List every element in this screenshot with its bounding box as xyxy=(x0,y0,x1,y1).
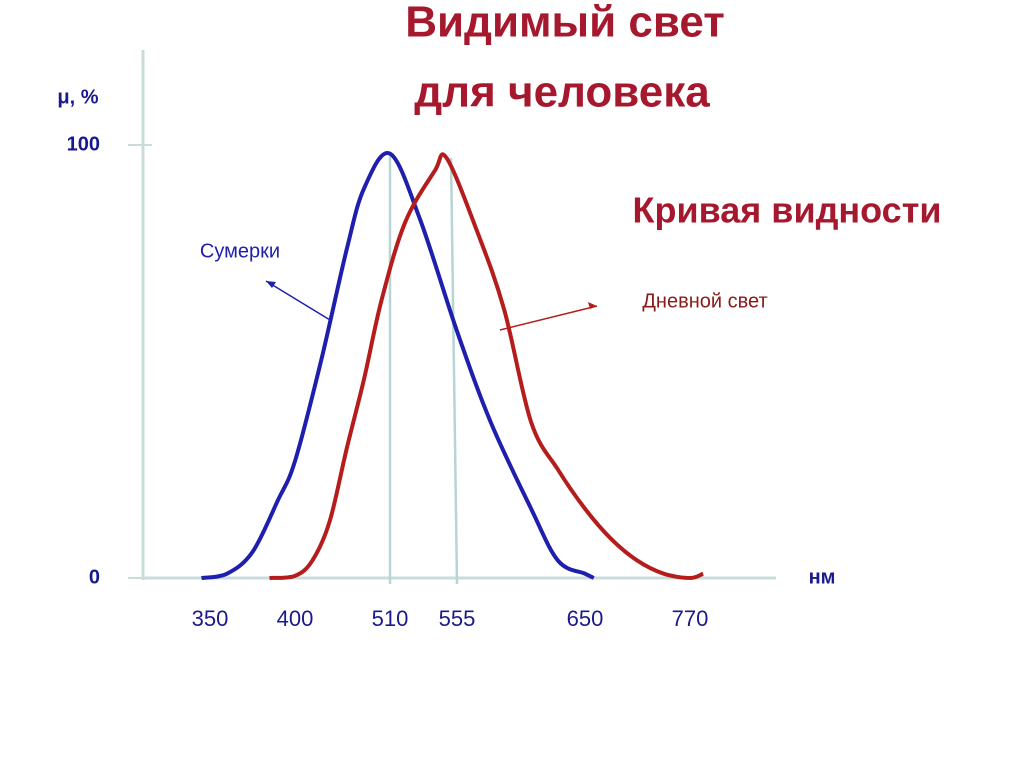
x-axis-label: нм xyxy=(809,566,836,588)
arrow-head xyxy=(266,281,276,288)
chart-subtitle: Кривая видности xyxy=(633,190,942,231)
series-line xyxy=(269,152,704,581)
annotation-arrow xyxy=(265,280,331,321)
x-tick-label: 400 xyxy=(277,606,314,631)
arrow-head xyxy=(588,302,597,309)
peak-line xyxy=(449,157,459,585)
series-label: Сумерки xyxy=(200,240,280,262)
annotation-arrow xyxy=(499,305,598,331)
y-tick-label: 0 xyxy=(89,566,100,588)
chart-title: Видимый свет xyxy=(405,0,725,47)
chart-title: для человека xyxy=(414,68,710,117)
y-axis-label: μ, % xyxy=(57,86,98,108)
series-label: Дневной свет xyxy=(642,290,767,312)
x-tick-label: 555 xyxy=(439,606,476,631)
series-line xyxy=(201,151,595,580)
x-tick-label: 770 xyxy=(672,606,709,631)
x-tick-label: 510 xyxy=(372,606,409,631)
y-tick-label: 100 xyxy=(67,133,100,155)
x-tick-label: 350 xyxy=(192,606,229,631)
x-tick-label: 650 xyxy=(567,606,604,631)
